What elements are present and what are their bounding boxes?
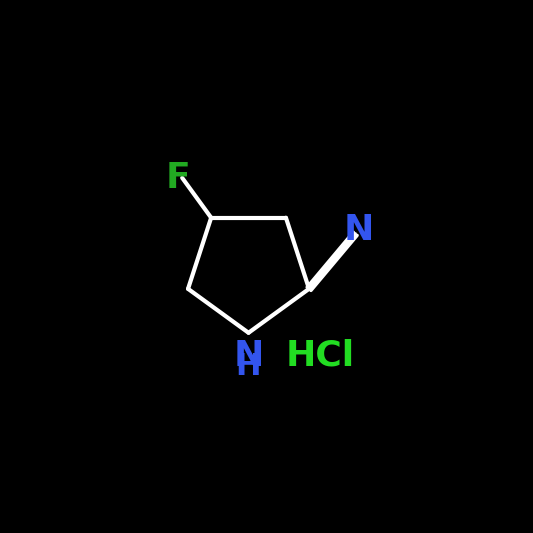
Text: F: F — [166, 161, 190, 195]
Text: HCl: HCl — [286, 339, 354, 373]
Text: H: H — [236, 352, 261, 381]
Text: N: N — [233, 339, 264, 373]
Text: N: N — [344, 213, 375, 247]
